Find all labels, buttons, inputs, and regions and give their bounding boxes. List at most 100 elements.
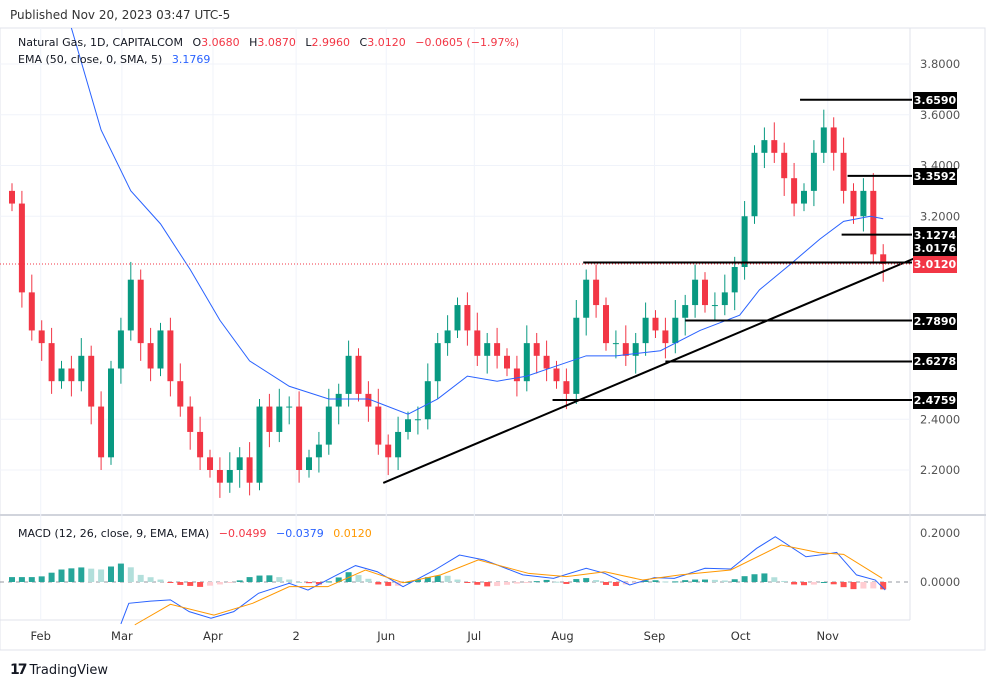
level-price-label: 3.1274 [913, 226, 957, 244]
symbol-name: Natural Gas, 1D, CAPITALCOM [18, 36, 183, 49]
macd-tick-label: 0.0000 [920, 575, 960, 589]
price-tick-label: 3.2000 [920, 209, 960, 223]
candle-up [276, 406, 283, 432]
candle-down [543, 355, 550, 369]
ema-line [70, 27, 884, 415]
macd-histogram-bar [761, 573, 768, 582]
macd-histogram-bar [692, 579, 699, 582]
candle-up [820, 127, 827, 153]
macd-histogram-bar [127, 567, 134, 582]
time-tick-label: Feb [31, 629, 51, 643]
macd-histogram-bar [108, 566, 114, 582]
price-tick-label: 2.2000 [920, 463, 960, 477]
macd-histogram-bar [236, 580, 243, 582]
tradingview-logo-icon: 17 [10, 662, 28, 678]
candle-down [177, 381, 184, 407]
candle-up [711, 305, 718, 307]
macd-histogram-bar [672, 581, 679, 583]
candle-down [207, 457, 213, 470]
macd-histogram-bar [335, 577, 342, 582]
candle-down [385, 444, 392, 458]
candle-down [88, 355, 95, 407]
macd-histogram-bar [662, 581, 669, 583]
candle-down [563, 381, 570, 394]
macd-histogram-bar [731, 579, 738, 582]
macd-histogram-bar [543, 579, 550, 582]
macd-histogram-bar [157, 579, 164, 582]
candle-up [761, 140, 768, 153]
macd-histogram-bar [434, 575, 441, 582]
current-price-label: 3.0120 [913, 255, 957, 273]
price-tick-label: 3.6000 [920, 108, 960, 122]
candle-down [553, 368, 560, 382]
macd-histogram-bar [38, 576, 45, 582]
level-price-label: 2.7890 [913, 312, 957, 330]
macd-histogram-bar [810, 582, 817, 585]
candle-down [880, 254, 887, 264]
open-value: 3.0680 [201, 36, 240, 49]
candle-down [365, 393, 372, 407]
macd-histogram-bar [711, 579, 718, 582]
time-tick-label: Nov [817, 629, 840, 643]
macd-histogram-bar [355, 575, 362, 582]
ema-value: 3.1769 [171, 53, 211, 66]
macd-histogram-bar [117, 563, 124, 582]
macd-histogram-bar [751, 574, 758, 582]
macd-histogram-bar [573, 579, 580, 582]
macd-histogram-bar [484, 582, 491, 587]
macd-histogram-bar [98, 569, 105, 582]
time-tick-label: Apr [203, 629, 223, 643]
candle-up [325, 406, 332, 445]
time-tick-label: Aug [551, 629, 573, 643]
macd-histogram-bar [771, 577, 778, 582]
candle-down [137, 279, 144, 344]
close-label: C [359, 36, 368, 49]
open-label: O [192, 36, 202, 49]
macd-histogram-bar [880, 582, 887, 590]
macd-histogram-bar [682, 580, 689, 582]
published-info: Published Nov 20, 2023 03:47 UTC-5 [10, 8, 230, 22]
macd-histogram-bar [207, 582, 213, 586]
candle-down [9, 190, 15, 204]
close-value: 3.0120 [367, 36, 406, 49]
candle-down [48, 343, 55, 382]
macd-histogram-bar [28, 577, 35, 582]
chart-frame [0, 27, 986, 651]
candle-up [117, 330, 124, 369]
macd-histogram-bar [513, 582, 520, 584]
macd-histogram-bar [306, 582, 312, 584]
macd-histogram-bar [315, 582, 322, 585]
candle-down [266, 406, 273, 432]
candle-up [226, 470, 233, 483]
macd-histogram-bar [504, 582, 510, 585]
macd-histogram-bar [870, 582, 877, 589]
candle-down [830, 127, 837, 153]
candle-down [355, 355, 362, 394]
macd-histogram-bar [454, 579, 461, 582]
macd-histogram-bar [533, 581, 540, 583]
candle-down [494, 343, 501, 356]
candle-up [801, 190, 807, 204]
low-label: L [305, 36, 312, 49]
candle-up [444, 330, 451, 344]
macd-histogram-bar [147, 577, 154, 582]
macd-legend[interactable]: MACD (12, 26, close, 9, EMA, EMA) −0.049… [18, 527, 372, 540]
macd-histogram-bar [464, 582, 471, 583]
macd-histogram-bar [9, 577, 15, 582]
symbol-legend[interactable]: Natural Gas, 1D, CAPITALCOM O3.0680 H3.0… [18, 36, 519, 49]
candle-up [405, 419, 411, 432]
macd-histogram-bar [385, 582, 392, 586]
macd-histogram-bar [612, 582, 619, 586]
candle-down [28, 292, 35, 331]
macd-histogram-bar [563, 582, 570, 584]
candle-up [741, 216, 748, 267]
macd-histogram-bar [702, 579, 708, 582]
macd-histogram-bar [424, 577, 431, 582]
macd-histogram-bar [187, 582, 194, 586]
macd-histogram-bar [652, 580, 659, 582]
tradingview-logo[interactable]: 17 TradingView [10, 662, 108, 678]
ema-legend[interactable]: EMA (50, close, 0, SMA, 5) 3.1769 [18, 53, 210, 66]
macd-histogram-bar [68, 568, 75, 582]
time-tick-label: Oct [731, 629, 751, 643]
